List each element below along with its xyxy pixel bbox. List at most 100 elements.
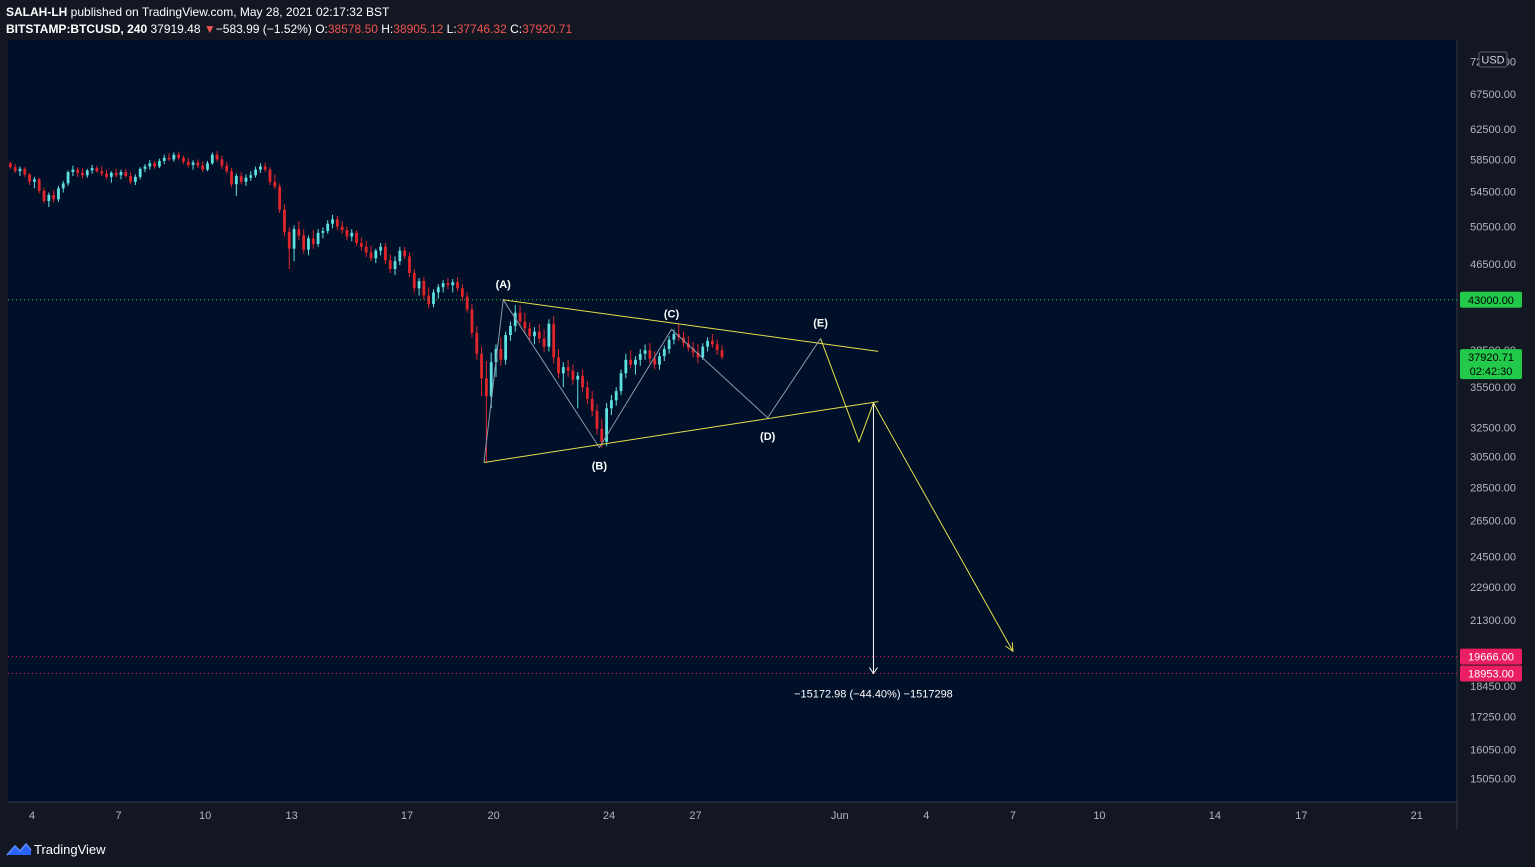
open-label: O: — [315, 22, 328, 36]
footer: TradingView — [0, 829, 1535, 867]
candle — [100, 166, 104, 177]
candle — [76, 167, 80, 177]
price-tick-label: 62500.00 — [1470, 124, 1516, 136]
price-tick-label: 18450.00 — [1470, 681, 1516, 693]
candle-body — [552, 323, 556, 358]
candle-body — [143, 166, 147, 169]
low-value: 37746.32 — [456, 22, 507, 36]
candle-body — [153, 163, 157, 167]
candle — [66, 170, 70, 186]
candle-body — [369, 252, 373, 259]
triangle-trendline — [503, 299, 879, 352]
candle — [432, 289, 435, 308]
candle-body — [451, 282, 455, 286]
candle — [316, 229, 320, 247]
close-label: C: — [510, 22, 523, 36]
close-value: 37920.71 — [522, 22, 573, 36]
candle — [311, 230, 315, 249]
candle — [460, 284, 464, 301]
candle-body — [133, 176, 137, 182]
candle — [653, 351, 657, 370]
candle-body — [547, 323, 551, 347]
currency-badge[interactable]: USD — [1478, 51, 1508, 68]
time-tick-label: 20 — [487, 810, 499, 822]
candle — [273, 174, 277, 190]
candle — [61, 180, 65, 193]
price-tick-label: 24500.00 — [1470, 551, 1516, 563]
candle-body — [701, 346, 705, 358]
candle-body — [273, 181, 277, 187]
candle-body — [643, 350, 647, 354]
candle — [528, 322, 532, 341]
candle — [533, 327, 536, 345]
price-tick-label: 22900.00 — [1470, 582, 1516, 594]
candle-body — [364, 246, 368, 253]
candle — [196, 159, 200, 169]
price-level-label: 43000.00 — [1460, 291, 1522, 308]
candle — [667, 336, 671, 354]
time-axis-background — [8, 802, 1457, 829]
candle — [571, 364, 575, 385]
candle-body — [345, 230, 349, 237]
candle — [287, 227, 291, 270]
candle — [57, 185, 60, 202]
candle-body — [105, 173, 108, 177]
candle — [109, 171, 113, 183]
high-value: 38905.12 — [393, 22, 444, 36]
candle-body — [542, 338, 546, 347]
candle — [268, 167, 272, 186]
candle-body — [148, 163, 152, 167]
candle — [629, 350, 633, 369]
candle — [13, 164, 17, 173]
candle-body — [340, 226, 344, 231]
price-axis[interactable]: 72500.0067500.0062500.0058500.0054500.00… — [1460, 57, 1522, 786]
candle — [436, 284, 440, 299]
time-tick-label: 14 — [1209, 810, 1221, 822]
horizontal-lines-layer — [8, 299, 1457, 674]
high-label: H: — [381, 22, 394, 36]
candle-body — [585, 387, 589, 399]
candle — [350, 229, 354, 242]
candle — [595, 404, 599, 435]
candle — [662, 345, 666, 362]
candle-body — [691, 347, 695, 353]
plot-background — [8, 40, 1457, 802]
candle-body — [316, 232, 320, 244]
candle — [167, 153, 171, 161]
author-name[interactable]: SALAH-LH — [6, 5, 68, 19]
tradingview-brand[interactable]: TradingView — [34, 842, 106, 857]
candle-body — [254, 169, 257, 176]
triangle-trendline — [483, 401, 879, 463]
candle-body — [494, 349, 498, 363]
candle — [182, 155, 185, 165]
time-tick-label: 21 — [1411, 810, 1423, 822]
candle — [254, 166, 257, 178]
candle — [581, 369, 584, 393]
candle-body — [268, 169, 272, 182]
candle — [186, 157, 190, 168]
candle — [225, 161, 229, 174]
wave-label: (C) — [664, 308, 680, 320]
candle — [345, 226, 349, 241]
candle — [456, 277, 459, 292]
candle-body — [436, 287, 440, 293]
candle-body — [706, 340, 709, 347]
candle-body — [42, 190, 46, 201]
candle-body — [460, 288, 464, 297]
candle — [552, 315, 556, 364]
candle-body — [129, 176, 132, 182]
candle — [605, 402, 608, 447]
candle — [504, 331, 508, 365]
candle-body — [432, 292, 435, 305]
tradingview-logo-icon[interactable] — [6, 841, 32, 857]
candle — [340, 221, 344, 234]
candle — [331, 214, 334, 229]
candle-body — [417, 281, 421, 289]
candle — [557, 349, 560, 379]
candle-body — [210, 154, 214, 164]
drawings-layer: −15172.98 (−44.40%) −1517298 (A) (B) (C) (D)… — [483, 279, 1014, 700]
symbol-name[interactable]: BITSTAMP:BTCUSD, 240 — [6, 22, 148, 36]
time-axis[interactable]: 4 7 10 13 17 20 24 27 Jun 4 7 10 14 17 21 — [29, 810, 1423, 822]
candle — [403, 246, 407, 260]
